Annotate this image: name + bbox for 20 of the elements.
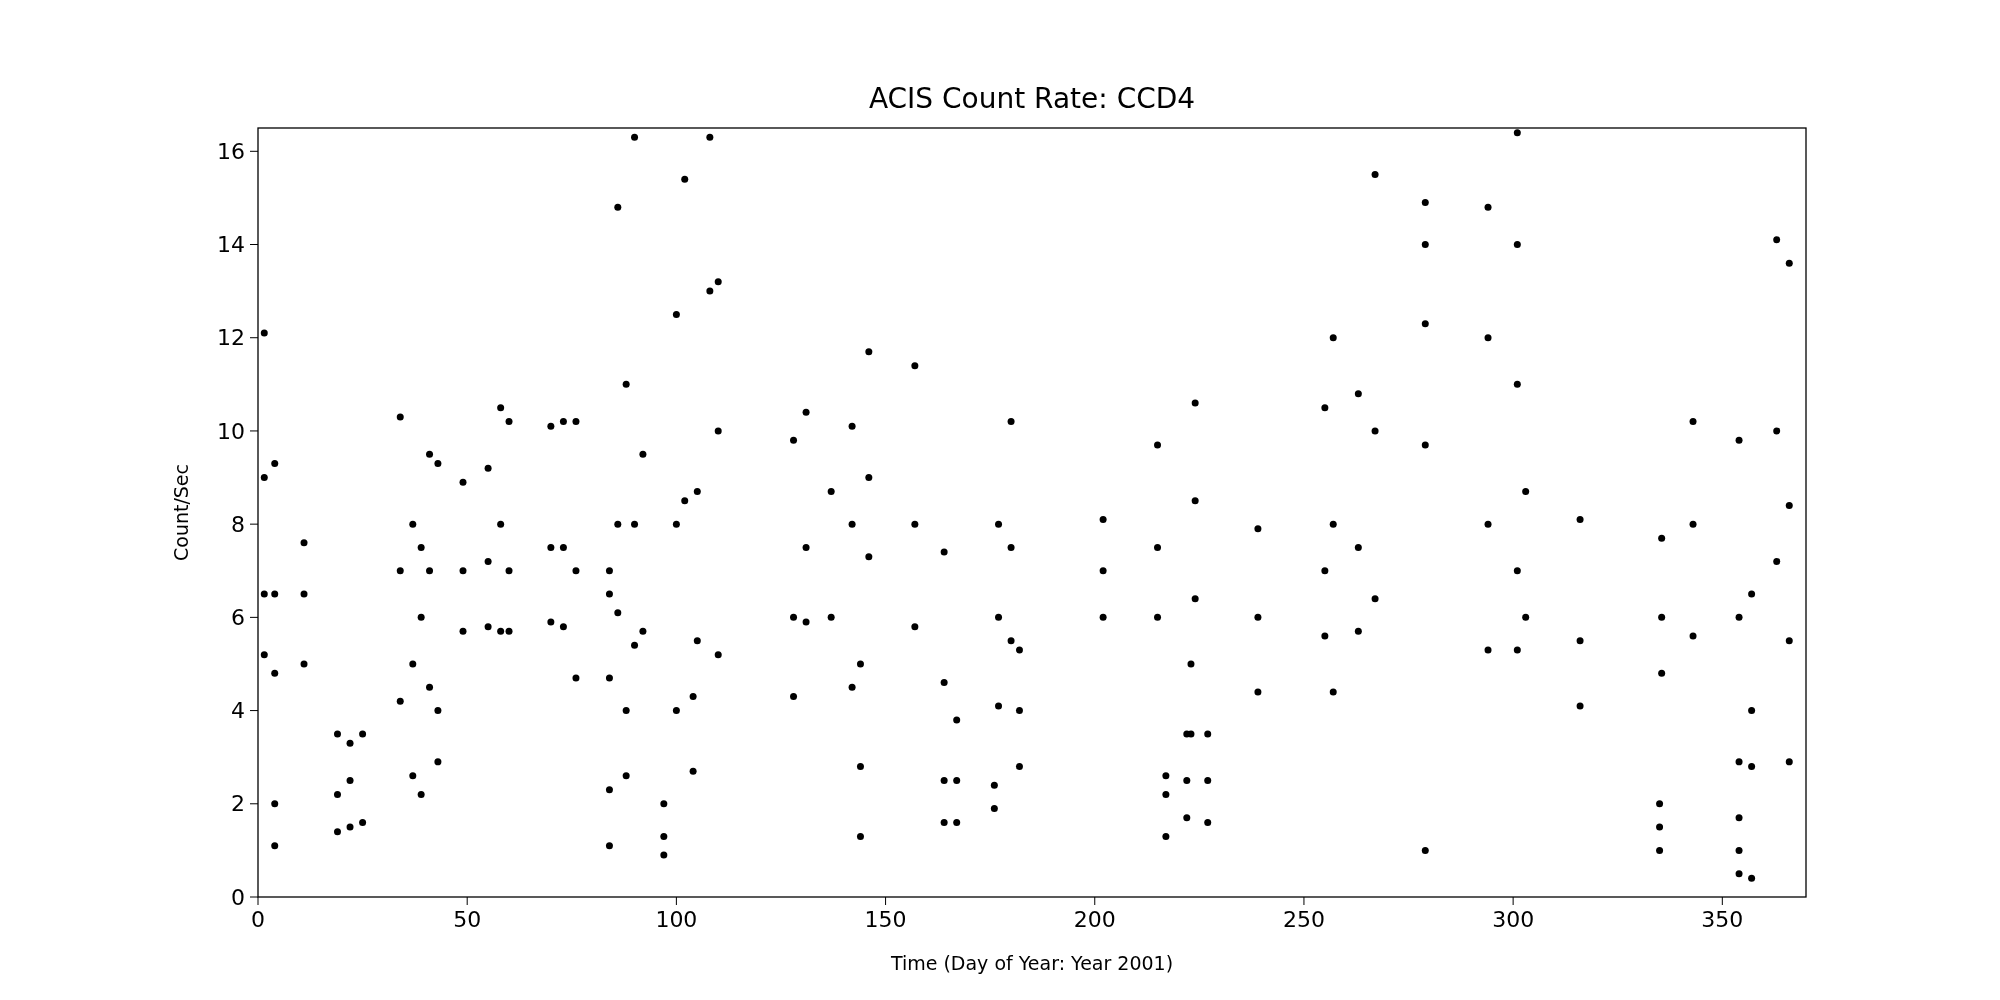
y-tick-label: 10 xyxy=(217,418,245,444)
x-tick-label: 250 xyxy=(1282,907,1325,932)
x-tick-label: 0 xyxy=(251,907,265,932)
y-tick-label: 14 xyxy=(217,232,245,258)
x-tick-label: 150 xyxy=(864,907,907,932)
y-tick-label: 6 xyxy=(231,605,245,631)
y-tick-label: 12 xyxy=(217,325,245,351)
x-tick-label: 350 xyxy=(1701,907,1744,932)
x-tick-label: 100 xyxy=(655,907,698,932)
x-tick-label: 300 xyxy=(1492,907,1535,932)
chart-title: ACIS Count Rate: CCD4 xyxy=(868,82,1196,115)
y-tick-label: 4 xyxy=(231,698,245,724)
x-tick-label: 200 xyxy=(1073,907,1116,932)
y-tick-label: 8 xyxy=(231,511,245,537)
y-tick-label: 16 xyxy=(217,139,245,164)
x-tick-label: 50 xyxy=(453,907,482,932)
y-axis-title: Count/Sec xyxy=(170,463,192,562)
y-tick-label: 2 xyxy=(231,791,245,817)
y-tick-label: 0 xyxy=(231,884,245,910)
x-axis-title: Time (Day of Year: Year 2001) xyxy=(889,952,1174,974)
